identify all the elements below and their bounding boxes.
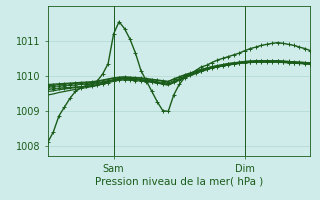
X-axis label: Pression niveau de la mer( hPa ): Pression niveau de la mer( hPa ) [95,176,263,186]
